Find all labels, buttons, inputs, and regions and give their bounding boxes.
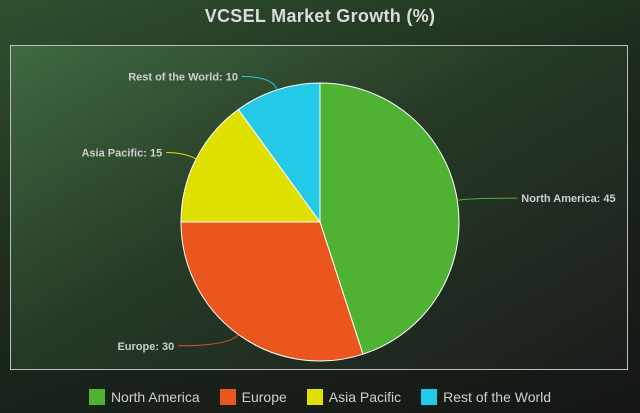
- leader-line: [241, 76, 278, 90]
- legend-label: Asia Pacific: [328, 389, 402, 405]
- legend-item-rest-of-the-world[interactable]: Rest of the World: [421, 389, 551, 405]
- legend-swatch: [219, 389, 236, 405]
- leader-line: [457, 197, 518, 201]
- data-label: Europe: 30: [117, 341, 174, 353]
- legend-item-europe[interactable]: Europe: [219, 389, 287, 405]
- legend-swatch: [421, 389, 438, 405]
- pie-slice-europe[interactable]: [180, 221, 364, 362]
- data-label: North America: 45: [521, 193, 615, 205]
- data-label: Asia Pacific: 15: [81, 148, 162, 160]
- legend-label: Europe: [241, 389, 287, 405]
- leader-line: [166, 152, 197, 160]
- legend-label: Rest of the World: [443, 389, 552, 405]
- legend-swatch: [306, 389, 323, 405]
- legend-item-north-america[interactable]: North America: [88, 389, 200, 405]
- data-label: Rest of the World: 10: [128, 72, 238, 84]
- pie-slice-north-america[interactable]: [319, 82, 460, 355]
- legend-item-asia-pacific[interactable]: Asia Pacific: [306, 389, 402, 405]
- legend: North America Europe Asia Pacific Rest o…: [0, 389, 640, 405]
- legend-label: North America: [110, 389, 200, 405]
- legend-swatch: [88, 389, 105, 405]
- chart-title: VCSEL Market Growth (%): [204, 6, 436, 26]
- leader-line: [178, 334, 239, 347]
- pie-slice-rest-of-the-world[interactable]: [237, 82, 321, 224]
